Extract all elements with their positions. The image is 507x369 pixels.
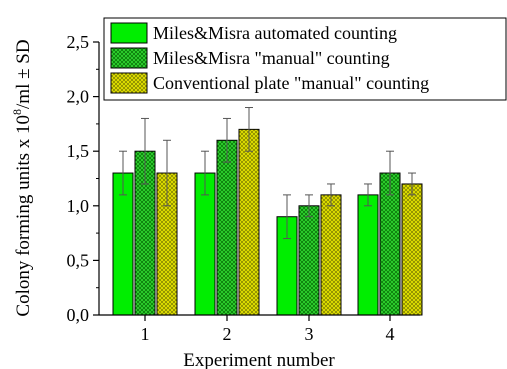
bar-s3-exp3	[320, 194, 342, 316]
bar-s3-exp2	[238, 128, 260, 316]
y-axis-label: Colony forming units x 108/ml ± SD	[10, 39, 34, 316]
bar-s2-exp2	[216, 139, 238, 316]
x-axis-label: Experiment number	[183, 350, 335, 369]
bar-s2-exp3	[298, 205, 320, 316]
y-tick-label: 0,5	[67, 250, 90, 270]
bars-layer	[112, 128, 423, 316]
bar-s3-exp4	[401, 183, 423, 316]
x-tick-label: 1	[141, 324, 150, 344]
x-ticks: 1 2 3 4	[141, 315, 395, 344]
x-tick-label: 3	[305, 324, 314, 344]
bar-s1-exp4	[357, 194, 379, 316]
legend: Miles&Misra automated counting Miles&Misr…	[103, 17, 507, 101]
y-tick-label: 1,0	[67, 196, 90, 216]
legend-swatch-1	[110, 22, 148, 44]
y-tick-label: 2,5	[67, 32, 90, 52]
y-tick-label: 2,0	[67, 87, 90, 107]
error-bars-layer	[119, 107, 416, 240]
legend-label-3: Conventional plate "manual" counting	[153, 73, 429, 93]
legend-label-2: Miles&Misra "manual" counting	[153, 48, 390, 68]
y-tick-label: 1,5	[67, 141, 90, 161]
y-tick-label: 0,0	[67, 305, 90, 325]
x-tick-label: 4	[386, 324, 395, 344]
legend-swatch-2	[110, 47, 148, 69]
x-tick-label: 2	[223, 324, 232, 344]
legend-label-1: Miles&Misra automated counting	[153, 23, 397, 43]
y-ticks: 0,0 0,5 1,0 1,5 2,0 2,5	[67, 32, 99, 325]
legend-swatch-3	[110, 72, 148, 94]
